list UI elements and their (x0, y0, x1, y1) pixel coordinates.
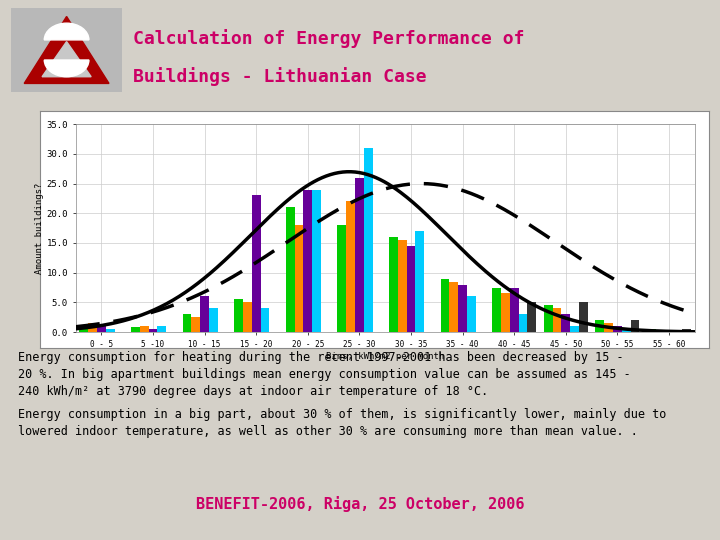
Bar (441, 279, 449, 332)
Bar (261, 308, 269, 332)
Bar (656, 330, 665, 332)
Bar (346, 201, 355, 332)
Bar (647, 329, 656, 332)
Bar (338, 225, 346, 332)
Bar (286, 207, 294, 332)
Bar (595, 320, 604, 332)
Bar (192, 317, 200, 332)
Bar (665, 331, 673, 332)
Text: Energy consumption in a big part, about 30 % of them, is significantly lower, ma: Energy consumption in a big part, about … (18, 408, 666, 438)
Bar (415, 231, 424, 332)
Y-axis label: Amount buildings?: Amount buildings? (35, 183, 44, 274)
Bar (355, 178, 364, 332)
Polygon shape (24, 16, 109, 83)
Bar (79, 325, 89, 332)
Text: Buildings - Lithuanian Case: Buildings - Lithuanian Case (133, 66, 427, 86)
Bar (449, 282, 458, 332)
Bar (106, 329, 114, 332)
Bar (234, 299, 243, 332)
Bar (183, 314, 192, 332)
Bar (209, 308, 217, 332)
Bar (148, 329, 158, 332)
Bar (631, 320, 639, 332)
Bar (613, 326, 622, 332)
Bar (243, 302, 252, 332)
Polygon shape (42, 42, 91, 77)
Bar (312, 190, 321, 332)
Bar (364, 148, 372, 332)
Bar (303, 190, 312, 332)
Bar (200, 296, 209, 332)
Bar (158, 326, 166, 332)
Text: Calculation of Energy Performance of: Calculation of Energy Performance of (133, 29, 525, 48)
Bar (389, 237, 398, 332)
X-axis label: Bins, kWh/m2 per month: Bins, kWh/m2 per month (326, 352, 444, 361)
Bar (553, 308, 562, 332)
Text: BENEFIT-2006, Riga, 25 October, 2006: BENEFIT-2006, Riga, 25 October, 2006 (196, 496, 524, 511)
Bar (570, 326, 579, 332)
Bar (89, 323, 97, 332)
Bar (407, 246, 415, 332)
Bar (398, 240, 407, 332)
Wedge shape (44, 60, 89, 77)
Bar (252, 195, 261, 332)
Bar (527, 302, 536, 332)
Bar (518, 314, 527, 332)
Bar (294, 225, 303, 332)
Bar (458, 285, 467, 332)
Bar (97, 326, 106, 332)
Bar (622, 329, 631, 332)
Bar (501, 294, 510, 332)
Bar (544, 306, 553, 332)
Bar (682, 329, 691, 332)
Bar (467, 296, 476, 332)
Bar (140, 326, 148, 332)
Bar (510, 287, 518, 332)
Bar (131, 327, 140, 332)
Text: Energy consumption for heating during the recent 1997-2001 has been decreased by: Energy consumption for heating during th… (18, 351, 631, 398)
Wedge shape (44, 23, 89, 40)
Bar (579, 302, 588, 332)
Bar (604, 323, 613, 332)
Bar (492, 287, 501, 332)
Bar (562, 314, 570, 332)
